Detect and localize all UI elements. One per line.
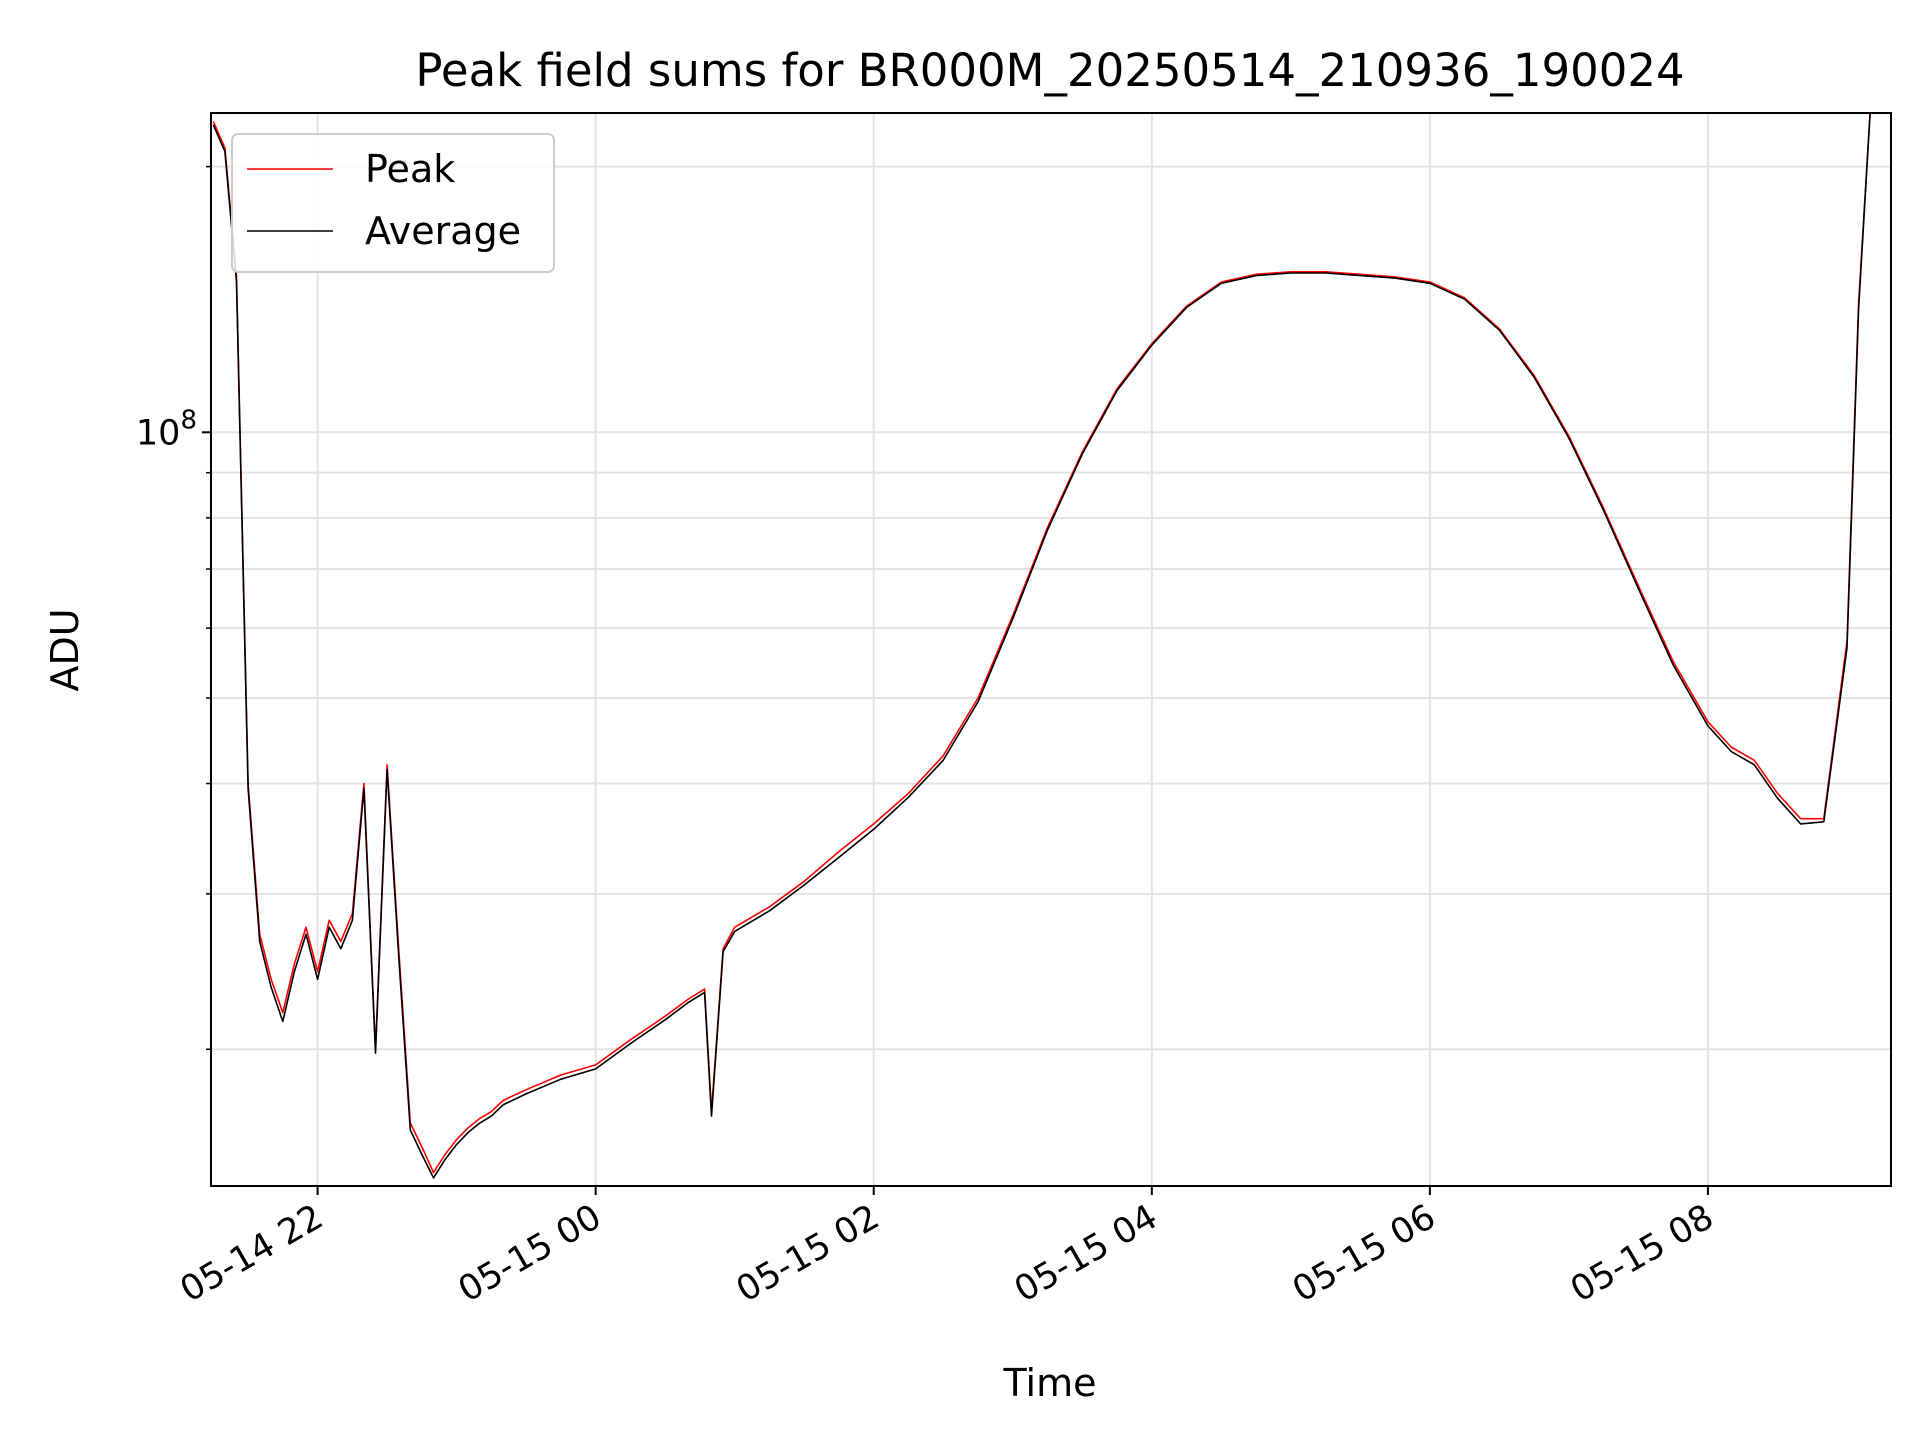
x-tick-label: 05-15 08 [1564, 1197, 1720, 1310]
y-tick-layer: 108 [136, 165, 211, 1051]
series-line-peak [212, 112, 1871, 1174]
x-axis-label: Time [1003, 1361, 1097, 1405]
chart-title: Peak field sums for BR000M_20250514_2109… [415, 44, 1684, 97]
x-tick-layer: 05-14 22 05-15 00 05-15 02 05-15 04 05-15 06… [174, 1186, 1720, 1310]
x-tick-label: 05-14 22 [174, 1197, 330, 1310]
legend-label-peak: Peak [365, 147, 455, 191]
grid-layer [211, 113, 1891, 1186]
series-layer [212, 112, 1871, 1179]
y-axis-label: ADU [43, 608, 87, 691]
series-line-average [212, 112, 1871, 1179]
plot-frame [210, 112, 1892, 1187]
x-tick-label: 05-15 06 [1286, 1197, 1442, 1310]
x-tick-label: 05-15 00 [452, 1197, 608, 1310]
x-tick-label: 05-15 04 [1008, 1197, 1164, 1310]
legend: Peak Average [231, 133, 555, 273]
legend-label-average: Average [365, 209, 521, 253]
x-tick-label: 05-15 02 [730, 1197, 886, 1310]
y-tick-label: 108 [136, 405, 197, 453]
